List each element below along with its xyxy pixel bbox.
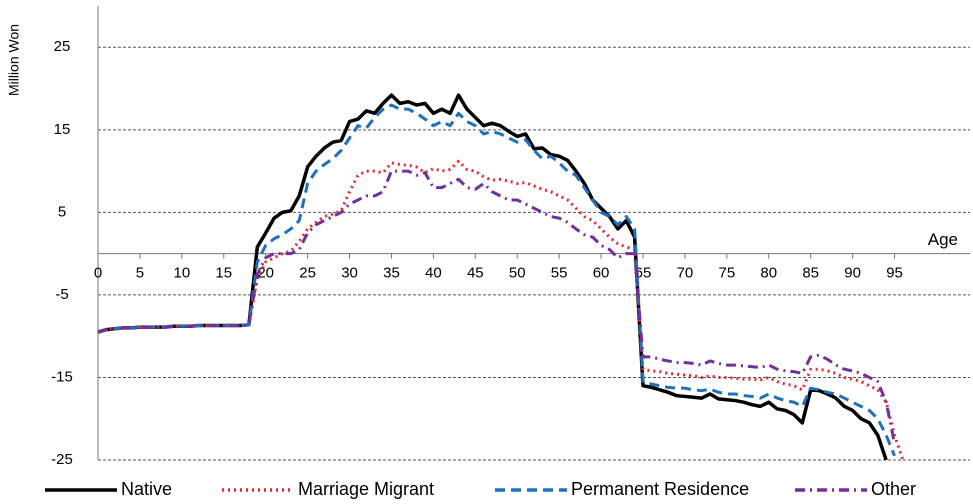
x-tick-label: 90 xyxy=(844,265,861,282)
y-tick-label: 25 xyxy=(54,38,71,55)
x-tick-label: 95 xyxy=(886,265,903,282)
x-tick-label: 25 xyxy=(299,265,316,282)
legend-label: Other xyxy=(871,479,916,499)
x-tick-label: 65 xyxy=(635,265,652,282)
x-tick-label: 35 xyxy=(383,265,400,282)
x-tick-label: 15 xyxy=(215,265,232,282)
x-tick-label: 0 xyxy=(94,265,102,282)
x-tick-label: 85 xyxy=(802,265,819,282)
x-tick-label: 60 xyxy=(593,265,610,282)
y-tick-label: 15 xyxy=(54,121,71,138)
x-tick-label: 70 xyxy=(677,265,694,282)
legend-label: Marriage Migrant xyxy=(298,479,434,499)
x-tick-label: 80 xyxy=(760,265,777,282)
x-axis-label: Age xyxy=(928,230,958,249)
y-axis-label: Million Won xyxy=(6,24,22,96)
y-tick-label: -15 xyxy=(51,368,73,385)
y-tick-label: -5 xyxy=(55,286,68,303)
y-tick-label: -25 xyxy=(51,451,73,468)
x-tick-label: 10 xyxy=(174,265,191,282)
legend-label: Permanent Residence xyxy=(571,479,749,499)
x-tick-label: 45 xyxy=(467,265,484,282)
x-tick-label: 40 xyxy=(425,265,442,282)
x-tick-label: 5 xyxy=(136,265,144,282)
x-tick-label: 50 xyxy=(509,265,526,282)
legend-label: Native xyxy=(121,479,172,499)
x-tick-label: 30 xyxy=(341,265,358,282)
x-tick-label: 55 xyxy=(551,265,568,282)
y-tick-label: 5 xyxy=(58,203,66,220)
series-line xyxy=(97,159,905,461)
series-line xyxy=(97,169,897,444)
x-tick-label: 75 xyxy=(719,265,736,282)
x-tick-label: 20 xyxy=(257,265,274,282)
